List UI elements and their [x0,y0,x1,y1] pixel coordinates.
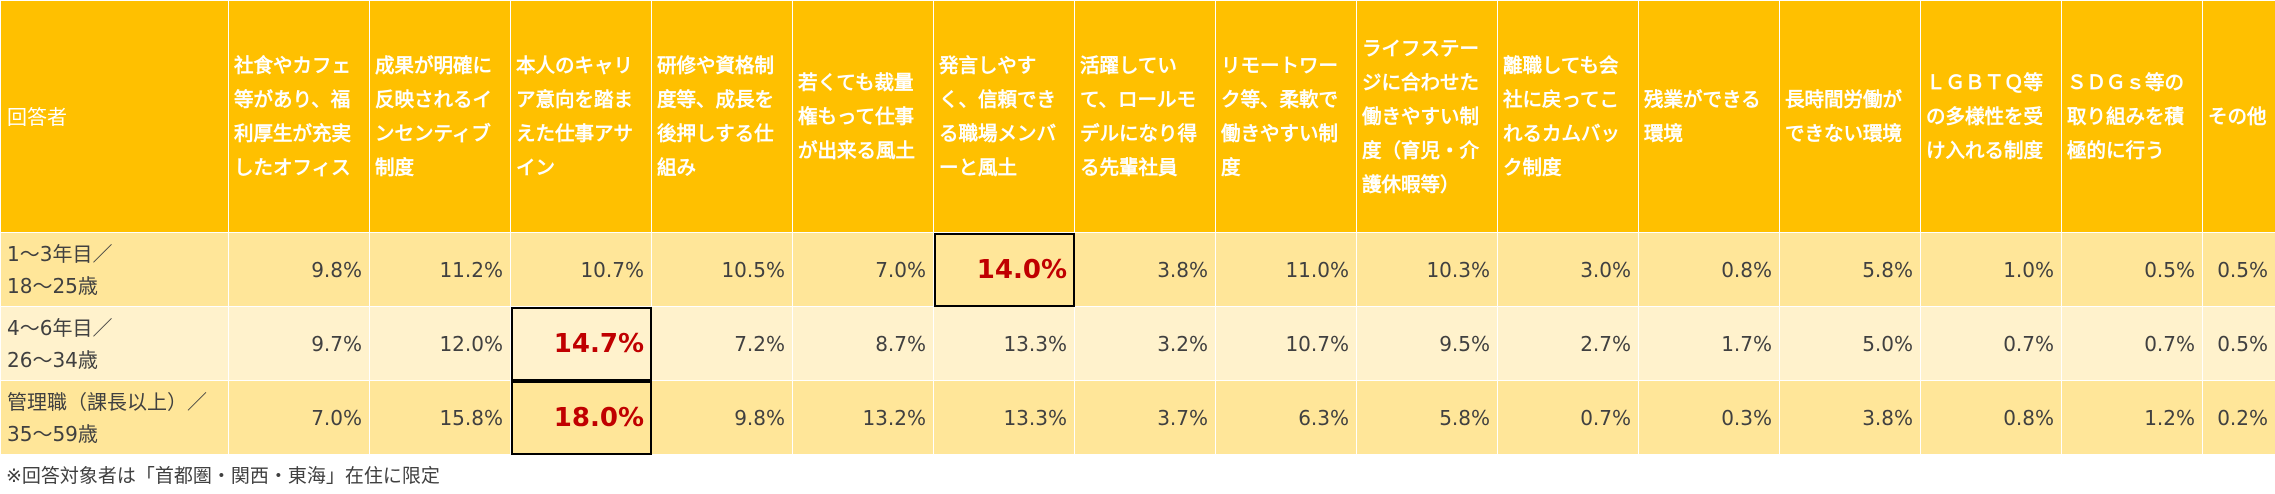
column-header: 成果が明確に反映されるインセンティブ制度 [369,0,511,233]
value-cell: 0.3% [1638,380,1780,455]
column-header: 長時間労働ができない環境 [1779,0,1921,233]
value-cell: 13.2% [792,380,934,455]
respondent-header: 回答者 [0,0,229,233]
value-cell: 3.8% [1779,380,1921,455]
value-cell: 0.7% [2061,306,2203,381]
highlighted-value-cell: 14.0% [933,232,1075,307]
value-cell: 13.3% [933,306,1075,381]
table-row: 4〜6年目／ 26〜34歳 9.7% 12.0% 14.7% 7.2% 8.7% 13.3% 3… [0,306,2275,381]
highlighted-value-cell: 18.0% [510,380,652,455]
value-cell: 5.8% [1779,232,1921,307]
value-cell: 0.8% [1638,232,1780,307]
value-cell: 0.7% [1497,380,1639,455]
row-label-line1: 管理職（課長以上）／ [7,389,207,414]
value-cell: 1.2% [2061,380,2203,455]
value-cell: 3.7% [1074,380,1216,455]
value-cell: 7.0% [228,380,370,455]
value-cell: 9.5% [1356,306,1498,381]
value-cell: 3.2% [1074,306,1216,381]
value-cell: 0.5% [2061,232,2203,307]
column-header: ライフステージに合わせた働きやすい制度（育児・介護休暇等） [1356,0,1498,233]
row-label-line2: 26〜34歳 [7,347,98,372]
value-cell: 2.7% [1497,306,1639,381]
column-header: 発言しやすく、信頼できる職場メンバーと風土 [933,0,1075,233]
value-cell: 11.0% [1215,232,1357,307]
header-row: 回答者 社食やカフェ等があり、福利厚生が充実したオフィス 成果が明確に反映される… [0,0,2275,233]
value-cell: 13.3% [933,380,1075,455]
column-header: リモートワーク等、柔軟で働きやすい制度 [1215,0,1357,233]
value-cell: 3.0% [1497,232,1639,307]
value-cell: 9.8% [651,380,793,455]
value-cell: 3.8% [1074,232,1216,307]
row-label-line1: 1〜3年目／ [7,241,113,266]
column-header: その他 [2202,0,2275,233]
column-header: 離職しても会社に戻ってこれるカムバック制度 [1497,0,1639,233]
column-header: ＬＧＢＴＱ等の多様性を受け入れる制度 [1920,0,2062,233]
value-cell: 0.5% [2202,306,2275,381]
value-cell: 5.8% [1356,380,1498,455]
value-cell: 11.2% [369,232,511,307]
column-header: 活躍していて、ロールモデルになり得る先輩社員 [1074,0,1216,233]
value-cell: 8.7% [792,306,934,381]
value-cell: 10.5% [651,232,793,307]
value-cell: 5.0% [1779,306,1921,381]
value-cell: 15.8% [369,380,511,455]
value-cell: 7.2% [651,306,793,381]
highlighted-value-cell: 14.7% [510,306,652,381]
value-cell: 10.3% [1356,232,1498,307]
row-label: 管理職（課長以上）／ 35〜59歳 [0,380,229,455]
value-cell: 6.3% [1215,380,1357,455]
value-cell: 0.7% [1920,306,2062,381]
value-cell: 10.7% [1215,306,1357,381]
value-cell: 10.7% [510,232,652,307]
column-header: 若くても裁量権もって仕事が出来る風土 [792,0,934,233]
table-row: 1〜3年目／ 18〜25歳 9.8% 11.2% 10.7% 10.5% 7.0% 14.0%… [0,232,2275,307]
column-header: 本人のキャリア意向を踏まえた仕事アサイン [510,0,652,233]
table-row: 管理職（課長以上）／ 35〜59歳 7.0% 15.8% 18.0% 9.8% 13.2% 1… [0,380,2275,455]
value-cell: 1.0% [1920,232,2062,307]
footnote: ※回答対象者は「首都圏・関西・東海」在住に限定 [6,465,440,487]
value-cell: 0.5% [2202,232,2275,307]
row-label: 4〜6年目／ 26〜34歳 [0,306,229,381]
value-cell: 7.0% [792,232,934,307]
value-cell: 9.8% [228,232,370,307]
column-header: 研修や資格制度等、成長を後押しする仕組み [651,0,793,233]
value-cell: 9.7% [228,306,370,381]
row-label-line2: 35〜59歳 [7,421,98,446]
value-cell: 12.0% [369,306,511,381]
value-cell: 0.2% [2202,380,2275,455]
row-label-line1: 4〜6年目／ [7,315,113,340]
value-cell: 1.7% [1638,306,1780,381]
row-label: 1〜3年目／ 18〜25歳 [0,232,229,307]
column-header: ＳＤＧｓ等の取り組みを積極的に行う [2061,0,2203,233]
row-label-line2: 18〜25歳 [7,273,98,298]
survey-table: 回答者 社食やカフェ等があり、福利厚生が充実したオフィス 成果が明確に反映される… [0,0,2275,455]
column-header: 残業ができる環境 [1638,0,1780,233]
column-header: 社食やカフェ等があり、福利厚生が充実したオフィス [228,0,370,233]
value-cell: 0.8% [1920,380,2062,455]
